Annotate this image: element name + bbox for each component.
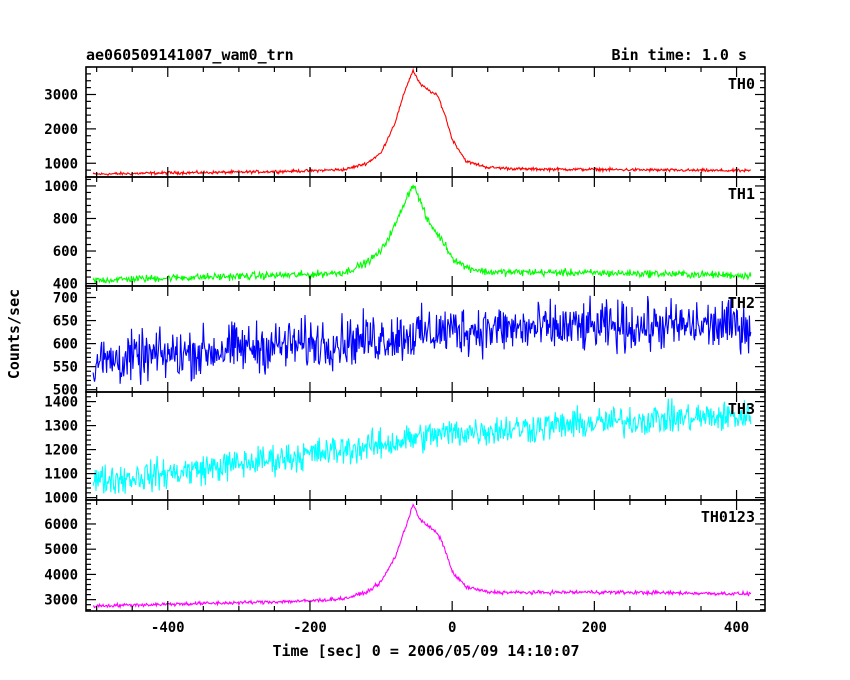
y-tick-label: 1000	[44, 156, 78, 172]
chart-subtitle: Bin time: 1.0 s	[612, 46, 747, 64]
panel-frame	[85, 66, 766, 178]
series-line-th2	[92, 295, 752, 385]
y-tick-label: 600	[53, 337, 78, 353]
y-tick-label: 3000	[44, 88, 78, 104]
panel-frame	[85, 499, 766, 612]
panel-th2: TH2 500 550 600 650 700	[53, 285, 766, 399]
y-tick-label: 400	[53, 277, 78, 293]
panel-th0: TH0 1000 2000 3000	[44, 66, 766, 178]
panel-frame	[85, 285, 766, 393]
y-tick-label: 4000	[44, 567, 78, 583]
x-tick-label: -400	[151, 620, 185, 636]
y-tick-label: 3000	[44, 593, 78, 609]
panel-th0123: TH0123 3000 4000 5000 6000	[44, 499, 766, 612]
panels-group: TH0100020003000TH14006008001000TH2500550…	[44, 66, 766, 636]
y-tick-label: 1000	[44, 179, 78, 195]
series-line-th3	[92, 398, 752, 494]
y-tick-label: 550	[53, 360, 78, 376]
y-tick-label: 6000	[44, 517, 78, 533]
panel-th1: TH1 400 600 800 1000	[44, 176, 766, 293]
x-tick-label: 0	[448, 620, 456, 636]
y-tick-label: 2000	[44, 122, 78, 138]
panel-label-th3: TH3	[728, 400, 755, 418]
y-tick-label: 600	[53, 244, 78, 260]
y-tick-label: 1400	[44, 395, 78, 411]
x-axis-label: Time [sec] 0 = 2006/05/09 14:10:07	[272, 642, 579, 660]
x-tick-label: -200	[293, 620, 327, 636]
x-tick-label: 400	[724, 620, 749, 636]
series-line-th0123	[93, 503, 752, 610]
y-tick-label: 500	[53, 383, 78, 399]
panel-frame	[85, 391, 766, 501]
chart-title: ae060509141007_wam0_trn	[86, 46, 294, 64]
y-tick-label: 800	[53, 211, 78, 227]
x-tick-label: 200	[582, 620, 607, 636]
y-tick-label: 650	[53, 314, 78, 330]
y-tick-label: 700	[53, 291, 78, 307]
y-tick-label: 1100	[44, 467, 78, 483]
series-line-th1	[92, 184, 752, 284]
y-tick-label: 5000	[44, 542, 78, 558]
y-axis-label: Counts/sec	[5, 289, 23, 379]
y-tick-label: 1200	[44, 443, 78, 459]
y-tick-label: 1000	[44, 491, 78, 507]
panel-th3: TH3 1000 1100 1200 1300 1400	[44, 391, 766, 507]
panel-label-th0: TH0	[728, 75, 755, 93]
y-tick-label: 1300	[44, 419, 78, 435]
panel-label-th0123: TH0123	[701, 508, 755, 526]
panel-label-th1: TH1	[728, 185, 755, 203]
series-line-th0	[92, 67, 752, 177]
panel-frame	[85, 176, 766, 287]
panel-label-th2: TH2	[728, 294, 755, 312]
